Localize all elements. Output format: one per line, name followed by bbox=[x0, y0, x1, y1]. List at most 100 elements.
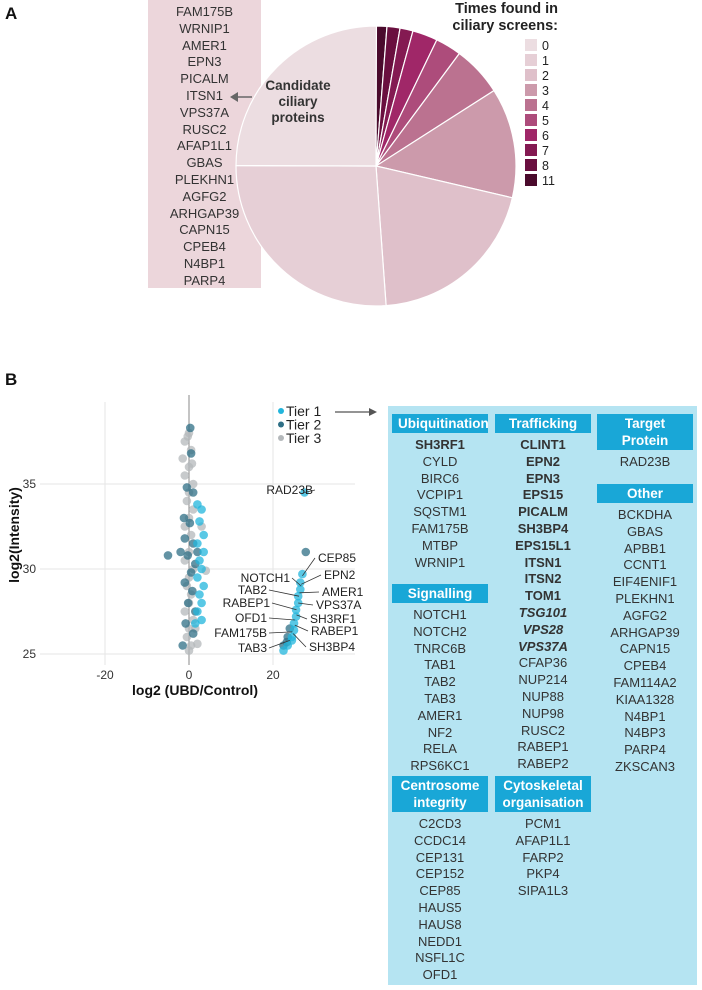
point-tier-2 bbox=[183, 551, 193, 560]
protein-item: EPN2 bbox=[526, 453, 560, 469]
point-label: RABEP1 bbox=[223, 596, 271, 610]
label-leader-line bbox=[302, 557, 316, 577]
legend-swatch-5 bbox=[525, 114, 537, 126]
point-label: OFD1 bbox=[235, 611, 267, 625]
point-tier-1 bbox=[296, 578, 305, 587]
protein-item: CLINT1 bbox=[520, 437, 566, 452]
category-group: Signalling NOTCH1 NOTCH2 TNRC6B TAB1 TAB2 TAB3… bbox=[392, 584, 488, 775]
legend-swatch-0 bbox=[525, 39, 537, 51]
protein-item: TNRC6B bbox=[413, 640, 466, 656]
point-tier-1 bbox=[298, 569, 307, 579]
label-leader-line bbox=[291, 577, 302, 587]
point-tier-1 bbox=[197, 615, 206, 625]
legend-label: 4 bbox=[542, 99, 549, 113]
label-leader-line bbox=[299, 591, 320, 594]
point-tier-3 bbox=[188, 479, 198, 489]
label-leader-line bbox=[298, 602, 314, 606]
legend-swatch-11 bbox=[525, 174, 537, 186]
protein-item: SH3RF1 bbox=[415, 437, 465, 452]
candidate-protein: ARHGAP39 bbox=[169, 205, 240, 221]
point-tier-2 bbox=[188, 586, 197, 596]
x-axis-label: log2 (UBD/Control) bbox=[132, 682, 258, 698]
point-tier-2 bbox=[179, 513, 189, 523]
protein-item: SIPA1L3 bbox=[517, 883, 569, 899]
protein-item: EIF4ENIF1 bbox=[612, 574, 678, 590]
point-tier-3 bbox=[182, 496, 192, 506]
protein-item: RAD23B bbox=[619, 454, 671, 469]
protein-item: RPS6KC1 bbox=[410, 758, 470, 774]
protein-item: SH3BP4 bbox=[517, 520, 569, 536]
panel-label-a: A bbox=[5, 4, 18, 23]
protein-item: NSFL1C bbox=[415, 950, 465, 966]
label-leader-line bbox=[304, 489, 316, 493]
legend-label: 3 bbox=[542, 84, 549, 98]
point-tier-3 bbox=[186, 530, 196, 540]
point-tier-3 bbox=[180, 471, 190, 480]
label-leader-line bbox=[294, 624, 309, 632]
point-tier-2 bbox=[185, 518, 195, 528]
point-label: VPS37A bbox=[316, 598, 361, 612]
protein-item: RELA bbox=[423, 741, 457, 757]
legend-label: Tier 1 bbox=[286, 403, 321, 419]
pie-slice-0 bbox=[235, 25, 378, 167]
legend-swatch-8 bbox=[525, 159, 537, 171]
point-label: AMER1 bbox=[322, 585, 364, 599]
protein-item: PCM1 bbox=[524, 816, 562, 831]
protein-item: PKP4 bbox=[526, 866, 560, 882]
candidate-protein: WRNIP1 bbox=[179, 20, 230, 36]
category-group: Trafficking CLINT1 EPN2 EPN3 EPS15 PICALM SH3B… bbox=[495, 414, 591, 773]
candidate-protein: FAM175B bbox=[175, 4, 234, 19]
x-tick-label: -20 bbox=[96, 668, 114, 682]
protein-item: TAB3 bbox=[424, 690, 456, 706]
legend-label: 6 bbox=[542, 129, 549, 143]
protein-item: KIAA1328 bbox=[615, 691, 675, 707]
protein-item: CCDC14 bbox=[413, 832, 466, 848]
legend-label: 2 bbox=[542, 69, 549, 83]
legend-label: Tier 2 bbox=[286, 417, 321, 433]
protein-item: CPEB4 bbox=[623, 658, 667, 674]
label-leader-line bbox=[292, 633, 307, 648]
point-tier-2 bbox=[180, 578, 190, 587]
point-tier-2 bbox=[188, 488, 198, 497]
category-header: Trafficking bbox=[495, 414, 591, 433]
protein-item: BCKDHA bbox=[617, 507, 673, 522]
legend-title: Times found in bbox=[455, 1, 558, 17]
point-tier-2 bbox=[182, 483, 192, 492]
protein-item: TSG101 bbox=[518, 604, 568, 620]
protein-item: APBB1 bbox=[624, 540, 666, 556]
x-tick-label: 0 bbox=[186, 668, 193, 682]
point-tier-1 bbox=[279, 646, 288, 655]
candidate-annotation: ciliary bbox=[278, 94, 318, 109]
point-tier-2 bbox=[181, 619, 190, 628]
protein-item: EPS15 bbox=[522, 487, 564, 503]
category-group: Cytoskeletal organisation PCM1 AFAP1L1 FARP… bbox=[495, 776, 591, 900]
legend-title: ciliary screens: bbox=[452, 18, 558, 34]
y-tick-label: 25 bbox=[23, 647, 37, 661]
pie-slice-1 bbox=[235, 164, 387, 307]
protein-item: CAPN15 bbox=[619, 641, 671, 657]
protein-item: ZKSCAN3 bbox=[615, 758, 675, 774]
category-group: Ubiquitination SH3RF1 CYLD BIRC6 VCPIP1 SQSTM… bbox=[392, 414, 489, 571]
protein-item: CYLD bbox=[422, 453, 458, 469]
point-tier-3 bbox=[184, 646, 194, 655]
legend-swatch-4 bbox=[525, 99, 537, 111]
protein-item: NUP214 bbox=[518, 672, 568, 688]
point-tier-3 bbox=[193, 639, 202, 649]
protein-item: NUP88 bbox=[522, 688, 564, 704]
protein-item: EPS15L1 bbox=[515, 537, 571, 553]
protein-item: AGFG2 bbox=[622, 607, 668, 623]
legend-label: 11 bbox=[542, 174, 555, 188]
legend-marker bbox=[278, 408, 284, 414]
candidate-protein: AGFG2 bbox=[182, 188, 227, 204]
candidate-protein: PICALM bbox=[180, 71, 229, 87]
protein-item: CEP131 bbox=[415, 849, 465, 865]
protein-item: PARP4 bbox=[624, 742, 666, 758]
category-header: Signalling bbox=[392, 584, 488, 603]
point-tier-2 bbox=[186, 449, 196, 458]
point-tier-3 bbox=[178, 454, 187, 463]
protein-item: CFAP36 bbox=[518, 655, 568, 671]
point-tier-2 bbox=[180, 534, 190, 543]
point-tier-1 bbox=[193, 539, 202, 548]
protein-item: NF2 bbox=[427, 724, 453, 740]
